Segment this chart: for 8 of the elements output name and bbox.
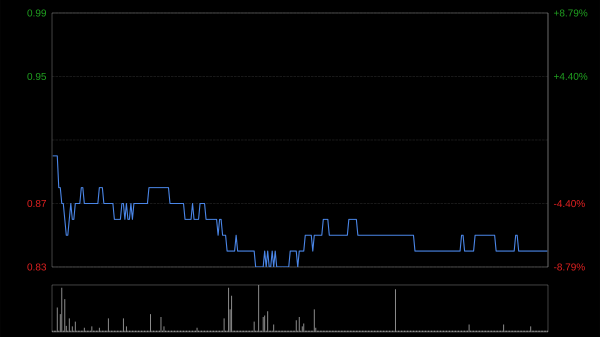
y2-tick-label: -4.40% [554, 200, 585, 208]
y-tick-label: 0.95 [27, 72, 46, 80]
y2-tick-label: +4.40% [554, 72, 588, 80]
y2-tick-label: +8.79% [554, 9, 588, 17]
y-tick-label: 0.83 [27, 263, 46, 271]
y2-tick-label: -8.79% [554, 263, 585, 271]
y-tick-label: 0.99 [27, 9, 46, 17]
y-tick-label: 0.87 [27, 200, 46, 208]
